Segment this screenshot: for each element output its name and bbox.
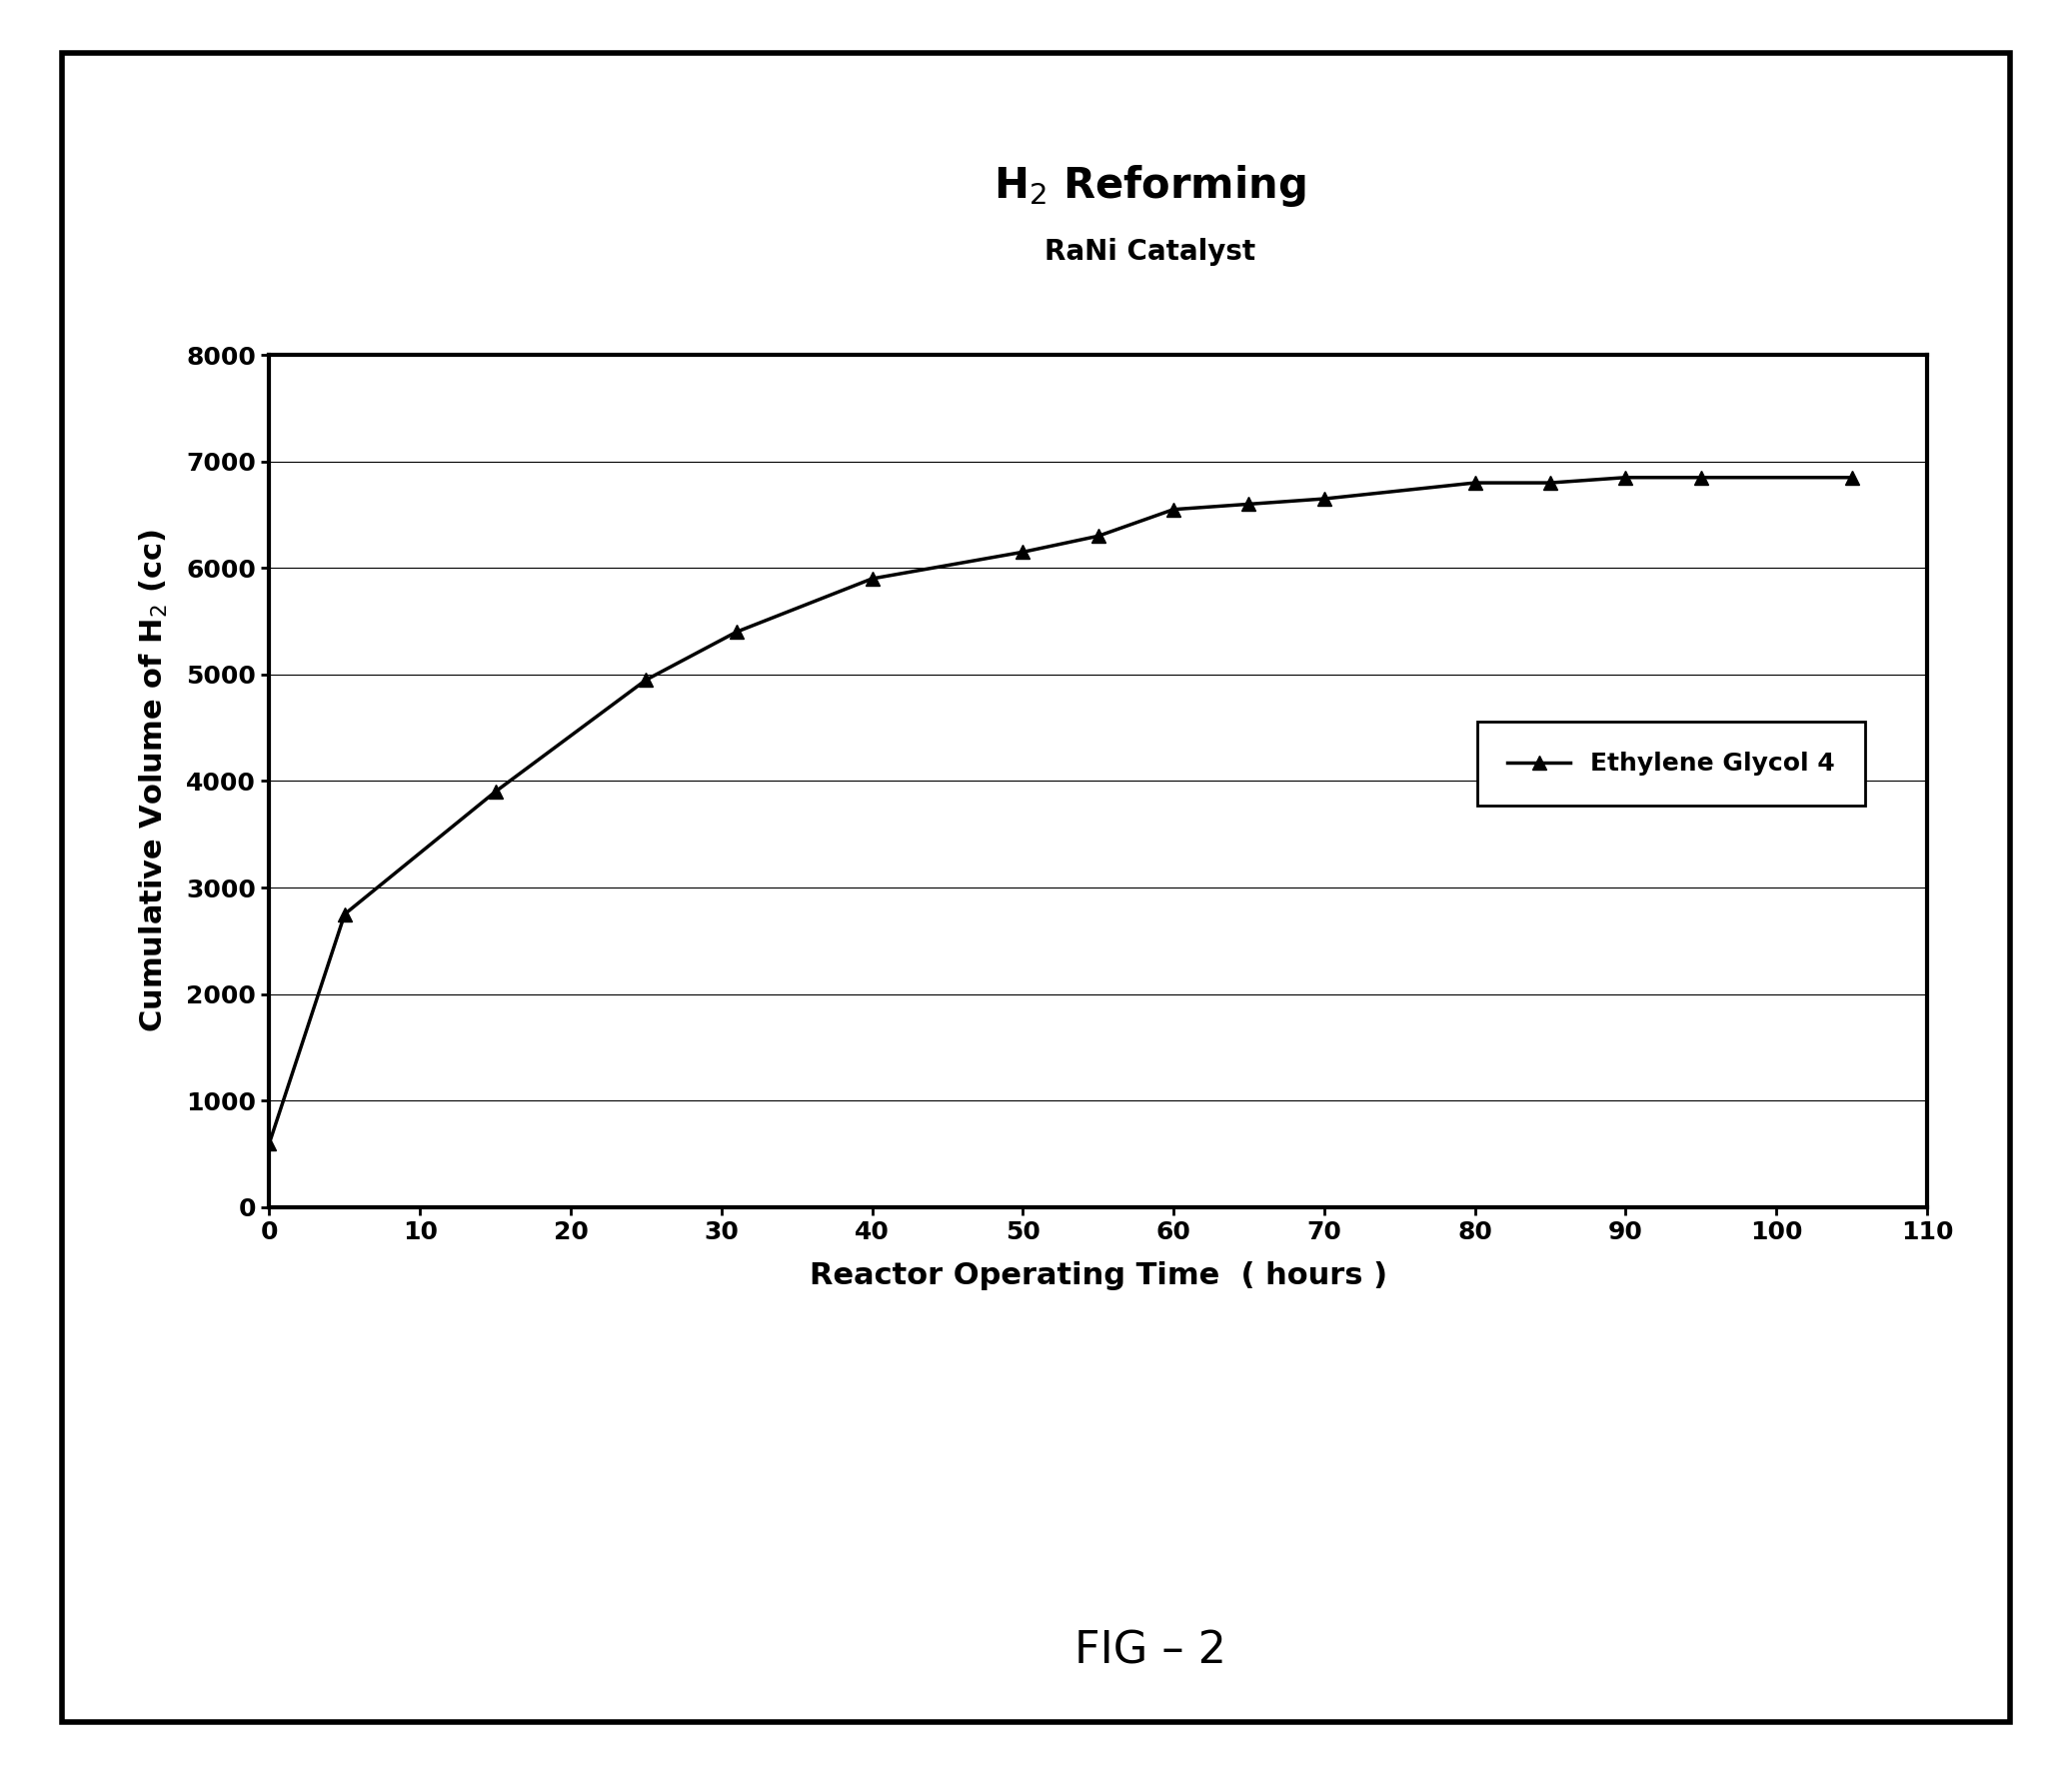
- Text: FIG – 2: FIG – 2: [1073, 1629, 1227, 1672]
- Ethylene Glycol 4: [723, 621, 748, 643]
- Ethylene Glycol 4: [1463, 472, 1488, 493]
- Y-axis label: Cumulative Volume of H$_2$ (cc): Cumulative Volume of H$_2$ (cc): [137, 529, 170, 1033]
- Text: H$_2$ Reforming: H$_2$ Reforming: [995, 163, 1305, 209]
- Ethylene Glycol 4: [860, 568, 885, 589]
- Legend: Ethylene Glycol 4: Ethylene Glycol 4: [1477, 722, 1865, 806]
- Ethylene Glycol 4: [483, 781, 508, 802]
- X-axis label: Reactor Operating Time  ( hours ): Reactor Operating Time ( hours ): [810, 1260, 1386, 1290]
- Ethylene Glycol 4: [1537, 472, 1562, 493]
- Text: RaNi Catalyst: RaNi Catalyst: [1044, 238, 1256, 266]
- Ethylene Glycol 4: [1840, 467, 1865, 488]
- Ethylene Glycol 4: [1086, 525, 1111, 547]
- Ethylene Glycol 4: [332, 903, 356, 925]
- Ethylene Glycol 4: [1237, 493, 1262, 515]
- Ethylene Glycol 4: [1011, 541, 1036, 563]
- Line: Ethylene Glycol 4: Ethylene Glycol 4: [263, 470, 1859, 1150]
- Ethylene Glycol 4: [1614, 467, 1639, 488]
- Ethylene Glycol 4: [634, 669, 659, 690]
- Ethylene Glycol 4: [1689, 467, 1714, 488]
- Ethylene Glycol 4: [1160, 499, 1185, 520]
- Ethylene Glycol 4: [1312, 488, 1336, 509]
- Ethylene Glycol 4: [257, 1132, 282, 1154]
